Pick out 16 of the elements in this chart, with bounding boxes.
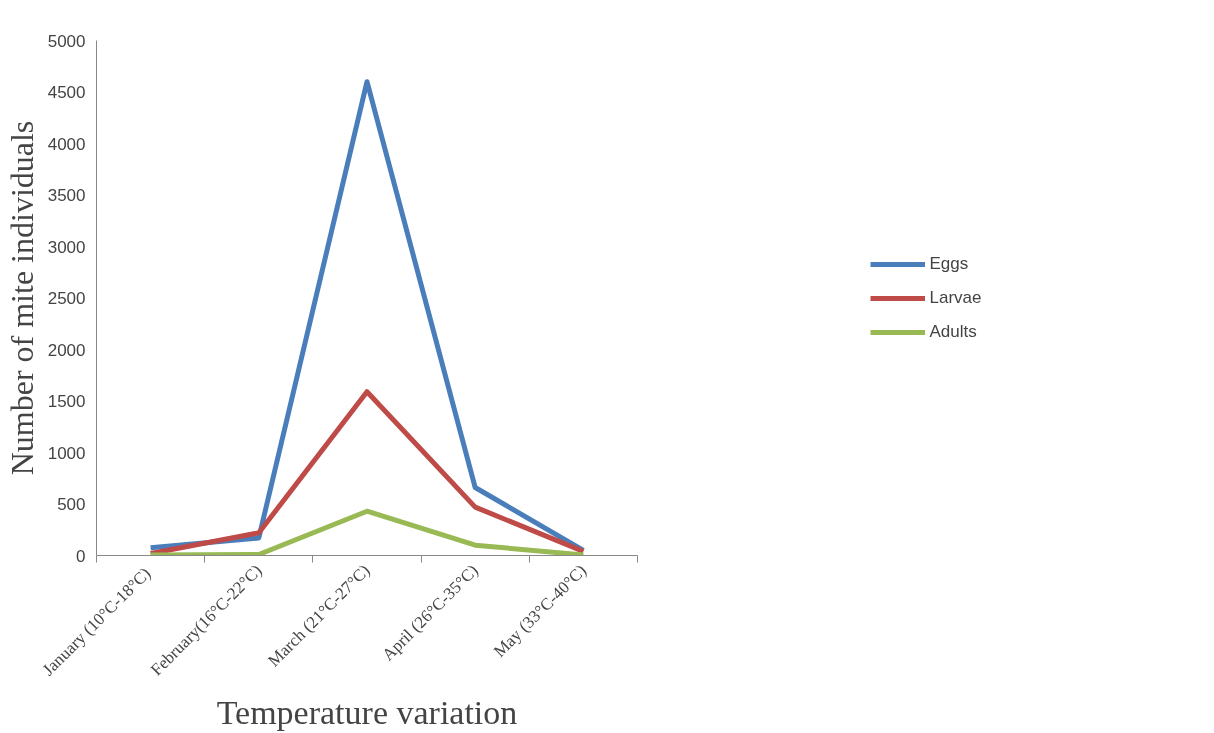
y-tick-label: 1000 <box>47 443 86 463</box>
y-tick-label: 4000 <box>47 134 86 154</box>
y-tick-label: 1500 <box>47 392 86 411</box>
legend-label: Larvae <box>929 287 982 308</box>
y-tick-label: 4500 <box>47 83 86 102</box>
y-tick-label: 500 <box>57 495 86 514</box>
legend-label: Eggs <box>929 253 969 274</box>
y-tick-label: 5000 <box>47 31 86 51</box>
y-axis-title: Number of mite individuals <box>3 120 40 476</box>
y-tick-label: 0 <box>76 546 86 566</box>
y-tick-label: 2000 <box>47 340 86 360</box>
x-axis-title: Temperature variation <box>216 693 518 731</box>
y-tick-label: 3000 <box>47 237 86 257</box>
y-tick-label: 3500 <box>47 186 86 205</box>
legend-label: Adults <box>929 321 977 342</box>
y-tick-label: 2500 <box>47 289 86 308</box>
